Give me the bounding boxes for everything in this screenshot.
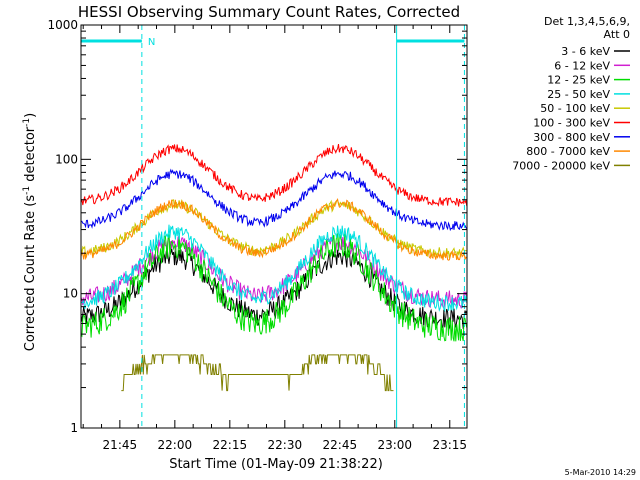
legend-item-label: 800 - 7000 keV [526, 145, 610, 158]
y-axis: 1 10 100 1000 [47, 18, 467, 435]
x-axis: 21:45 22:00 22:15 22:30 22:45 23:00 23:15 [82, 25, 467, 452]
x-axis-label: Start Time (01-May-09 21:38:22) [169, 457, 383, 472]
series-line [121, 354, 394, 392]
series-line [81, 144, 467, 207]
series-line [81, 198, 467, 261]
y-axis-label-sup2: -1 [22, 118, 32, 127]
legend-item-label: 100 - 300 keV [533, 117, 610, 130]
series-layer [81, 144, 467, 392]
legend-item-label: 25 - 50 keV [547, 88, 610, 101]
series-line [81, 168, 467, 232]
legend-header-line-2: Att 0 [604, 28, 630, 41]
legend-item-label: 300 - 800 keV [533, 131, 610, 144]
legend-item-label: 7000 - 20000 keV [512, 159, 610, 172]
legend-header-line-1: Det 1,3,4,5,6,9, [544, 15, 630, 28]
series-line [81, 232, 467, 342]
y-axis-label-end: ) [23, 113, 38, 118]
x-tick-label: 22:30 [268, 438, 303, 452]
legend-item-label: 3 - 6 keV [561, 45, 610, 58]
legend-item-label: 12 - 25 keV [547, 74, 610, 87]
y-tick-label: 10 [63, 287, 78, 301]
chart-title: HESSI Observing Summary Count Rates, Cor… [78, 3, 460, 21]
x-tick-label: 23:15 [432, 438, 467, 452]
y-tick-label: 1 [70, 421, 78, 435]
y-axis-label-main: Corrected Count Rate (s [23, 195, 38, 352]
x-tick-label: 22:00 [158, 438, 193, 452]
y-tick-label: 100 [55, 152, 78, 166]
x-tick-label: 21:45 [103, 438, 138, 452]
annotation-layer: N [81, 25, 465, 428]
x-tick-label: 22:15 [213, 438, 248, 452]
timestamp: 5-Mar-2010 14:29 [565, 468, 636, 477]
x-tick-label: 22:45 [323, 438, 358, 452]
y-axis-label: Corrected Count Rate (s-1 detector-1) [22, 113, 38, 351]
observing-bar-label: N [148, 37, 155, 48]
legend-item-label: 6 - 12 keV [554, 59, 610, 72]
y-axis-label-sup1: -1 [22, 186, 32, 195]
y-tick-label: 1000 [47, 18, 78, 32]
plot-frame [80, 24, 468, 429]
legend-item-label: 50 - 100 keV [540, 102, 610, 115]
x-tick-label: 23:00 [377, 438, 412, 452]
y-axis-label-mid: detector [23, 126, 38, 186]
series-line [81, 224, 467, 313]
